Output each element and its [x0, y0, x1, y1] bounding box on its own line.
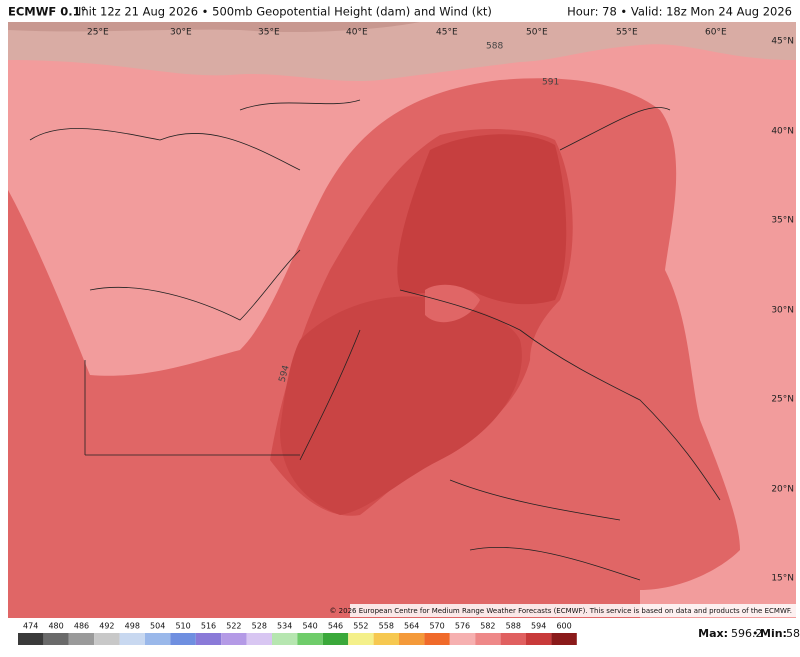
colorbar-label: 564: [404, 622, 419, 631]
latitude-label: 35°N: [771, 216, 794, 226]
description: Init 12z 21 Aug 2026 • 500mb Geopotentia…: [78, 5, 492, 19]
colorbar-cell: [424, 633, 450, 645]
field-594-core: [280, 296, 522, 515]
longitude-label: 35°E: [258, 28, 280, 38]
colorbar-label: 474: [23, 622, 38, 631]
valid-time: Hour: 78 • Valid: 18z Mon 24 Aug 2026: [567, 5, 792, 19]
colorbar-label: 570: [429, 622, 444, 631]
colorbar-label: 516: [201, 622, 216, 631]
latitude-label: 15°N: [771, 574, 794, 584]
colorbar-cell: [119, 633, 145, 645]
contour-label: 588: [486, 42, 503, 52]
min-value: 581.2: [786, 627, 800, 640]
borders: [29, 99, 721, 581]
colorbar-cell: [272, 633, 298, 645]
field-594-core: [397, 134, 567, 305]
colorbar-label: 600: [556, 622, 571, 631]
field-588: [8, 22, 796, 82]
colorbar-cell: [221, 633, 247, 645]
model: ECMWF 0.1°: [8, 5, 86, 19]
colorbar-cell: [322, 633, 349, 645]
longitude-label: 60°E: [705, 28, 727, 38]
longitude-label: 25°E: [87, 28, 109, 38]
credit-box: [350, 604, 796, 617]
colorbar-label: 594: [531, 622, 546, 631]
colorbar-cell: [475, 633, 501, 645]
colorbar-label: 552: [353, 622, 368, 631]
colorbar-cell: [500, 633, 526, 645]
colorbar-label: 546: [328, 622, 343, 631]
max-label: Max:: [698, 627, 728, 640]
colorbar-cell: [195, 633, 222, 645]
longitude-label: 40°E: [346, 28, 368, 38]
colorbar-label: 498: [125, 622, 140, 631]
contour-label: 591: [542, 78, 559, 88]
colorbar-label: 558: [379, 622, 394, 631]
longitude-label: 30°E: [170, 28, 192, 38]
colorbar-label: 486: [74, 622, 89, 631]
min-label: Min:: [760, 627, 787, 640]
latitude-label: 30°N: [771, 306, 794, 316]
colorbar-label: 522: [226, 622, 241, 631]
colorbar-label: 534: [277, 622, 292, 631]
colorbar-cell: [348, 633, 374, 645]
colorbar-cell: [145, 633, 171, 645]
colorbar-cell: [297, 633, 323, 645]
colorbar-cell: [170, 633, 196, 645]
colorbar-label: 540: [302, 622, 317, 631]
colorbar-label: 504: [150, 622, 165, 631]
colorbar-label: 588: [506, 622, 521, 631]
colorbar-label: 582: [480, 622, 495, 631]
latitude-label: 40°N: [771, 127, 794, 137]
credit: © 2026 European Centre for Medium Range …: [329, 607, 792, 615]
map: [8, 22, 796, 619]
colorbar-cell: [68, 633, 95, 645]
field-591-pocket: [425, 284, 480, 323]
colorbar-cell: [449, 633, 476, 645]
colorbar-cell: [526, 633, 552, 645]
colorbar-label: 528: [252, 622, 267, 631]
longitude-label: 45°E: [436, 28, 458, 38]
colorbar-label: 576: [455, 622, 470, 631]
latitude-label: 25°N: [771, 395, 794, 405]
max-value: 596.2: [731, 627, 763, 640]
colorbar-cell: [43, 633, 69, 645]
colorbar-cell: [246, 633, 272, 645]
colorbar-cell: [551, 633, 577, 645]
colorbar-cell: [18, 633, 44, 645]
latitude-label: 20°N: [771, 485, 794, 495]
colorbar-label: 510: [175, 622, 190, 631]
grid-labels: 25°E 30°E 35°E 40°E 45°E 50°E 55°E 60°E …: [87, 28, 794, 584]
field-585: [8, 22, 420, 33]
separator: •: [752, 627, 759, 640]
contour-label: 594: [278, 364, 292, 383]
colorbar-cell: [399, 633, 425, 645]
colorbar-cell: [94, 633, 120, 645]
colorbar-cell: [373, 633, 399, 645]
colorbar: 474 480 486 492 498 504 510 516 522 528 534 540 546 5…: [18, 622, 577, 645]
longitude-label: 55°E: [616, 28, 638, 38]
colorbar-label: 492: [99, 622, 114, 631]
colorbar-label: 480: [48, 622, 63, 631]
longitude-label: 50°E: [526, 28, 548, 38]
latitude-label: 45°N: [771, 37, 794, 47]
